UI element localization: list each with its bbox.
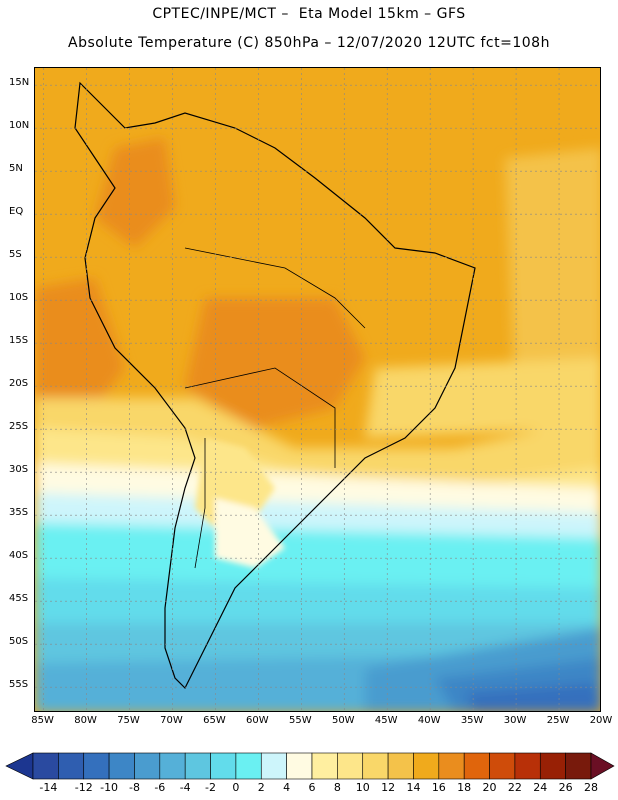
country-border: [194, 438, 206, 569]
longitude-label: 45W: [374, 715, 398, 726]
chart-title-line2: Absolute Temperature (C) 850hPa – 12/07/…: [68, 35, 550, 51]
latitude-label: 5S: [9, 249, 22, 261]
colorbar-segment: [83, 752, 110, 780]
latitude-label: 25S: [9, 421, 29, 433]
colorbar-tick-label: 18: [457, 781, 472, 794]
latitude-label: 30S: [9, 464, 29, 476]
colorbar-segment: [413, 752, 440, 780]
longitude-label: 40W: [417, 715, 441, 726]
colorbar-tick-label: 6: [308, 781, 316, 794]
latitude-label: 10S: [9, 292, 29, 304]
longitude-label: 65W: [203, 715, 226, 726]
colorbar-segment: [463, 752, 490, 780]
colorbar-tick-label: 10: [355, 781, 370, 794]
latitude-label: 35S: [9, 507, 29, 519]
colorbar-segment: [311, 752, 338, 780]
latitude-label: 5N: [9, 163, 23, 175]
latitude-label: 55S: [9, 679, 29, 691]
chart-title-line1: CPTEC/INPE/MCT – Eta Model 15km – GFS: [152, 6, 466, 22]
colorbar-tick-label: 22: [507, 781, 522, 794]
longitude-label: 55W: [289, 715, 312, 726]
colorbar-tick-label: 14: [406, 781, 421, 794]
longitude-label: 35W: [460, 715, 484, 726]
longitude-label: 80W: [74, 715, 97, 726]
latitude-label: 15S: [9, 335, 29, 347]
colorbar-tick-label: -4: [179, 781, 191, 794]
country-border: [184, 367, 336, 468]
colorbar-segment: [184, 752, 211, 780]
latitude-label: 20S: [9, 378, 29, 390]
colorbar-segment: [108, 752, 135, 780]
colorbar-tick-label: 8: [333, 781, 341, 794]
colorbar-tick-label: -2: [205, 781, 217, 794]
colorbar-segment: [387, 752, 414, 780]
longitude-label: 25W: [546, 715, 570, 726]
country-border: [184, 247, 366, 329]
colorbar-max-arrow: [590, 752, 615, 780]
colorbar-tick-label: 16: [431, 781, 446, 794]
colorbar-segment: [489, 752, 516, 780]
latitude-label: 50S: [9, 636, 29, 648]
colorbar-tick-label: -6: [154, 781, 166, 794]
colorbar-tick-label: -12: [74, 781, 93, 794]
colorbar-segment: [438, 752, 465, 780]
coastline: [74, 81, 476, 690]
colorbar: [5, 752, 615, 780]
colorbar-segment: [159, 752, 186, 780]
colorbar-segment: [58, 752, 85, 780]
colorbar-segment: [260, 752, 287, 780]
colorbar-tick-label: 28: [584, 781, 598, 794]
longitude-label: 30W: [503, 715, 527, 726]
latitude-label: 40S: [9, 550, 29, 562]
longitude-label: 50W: [331, 715, 355, 726]
colorbar-tick-label: 24: [533, 781, 548, 794]
colorbar-segment: [362, 752, 389, 780]
colorbar-segment: [337, 752, 364, 780]
longitude-label: 75W: [117, 715, 140, 726]
temperature-map-svg: [35, 68, 600, 711]
colorbar-segment: [134, 752, 161, 780]
colorbar-tick-label: 4: [283, 781, 291, 794]
colorbar-tick-label: 20: [482, 781, 497, 794]
colorbar-segment: [539, 752, 566, 780]
latitude-label: 10N: [9, 120, 30, 132]
colorbar-segment: [210, 752, 237, 780]
colorbar-tick-label: 12: [381, 781, 396, 794]
temperature-field: [35, 138, 600, 711]
colorbar-tick-label: -14: [39, 781, 58, 794]
longitude-label: 85W: [31, 715, 54, 726]
colorbar-tick-label: 0: [232, 781, 240, 794]
latitude-label: 15N: [9, 77, 30, 89]
longitude-label: 70W: [160, 715, 183, 726]
colorbar-tick-label: -8: [128, 781, 140, 794]
colorbar-tick-label: -10: [100, 781, 119, 794]
longitude-label: 60W: [246, 715, 269, 726]
colorbar-segment: [514, 752, 541, 780]
colorbar-segment: [286, 752, 313, 780]
longitude-label: 20W: [589, 715, 613, 726]
colorbar-segment: [32, 752, 59, 780]
temperature-map: [34, 67, 601, 712]
colorbar-segment: [235, 752, 262, 780]
colorbar-tick-label: 2: [257, 781, 265, 794]
latitude-label: 45S: [9, 593, 29, 605]
colorbar-tick-label: 26: [558, 781, 573, 794]
colorbar-segment: [565, 752, 592, 780]
latitude-label: EQ: [9, 206, 24, 218]
colorbar-min-arrow: [5, 752, 34, 780]
